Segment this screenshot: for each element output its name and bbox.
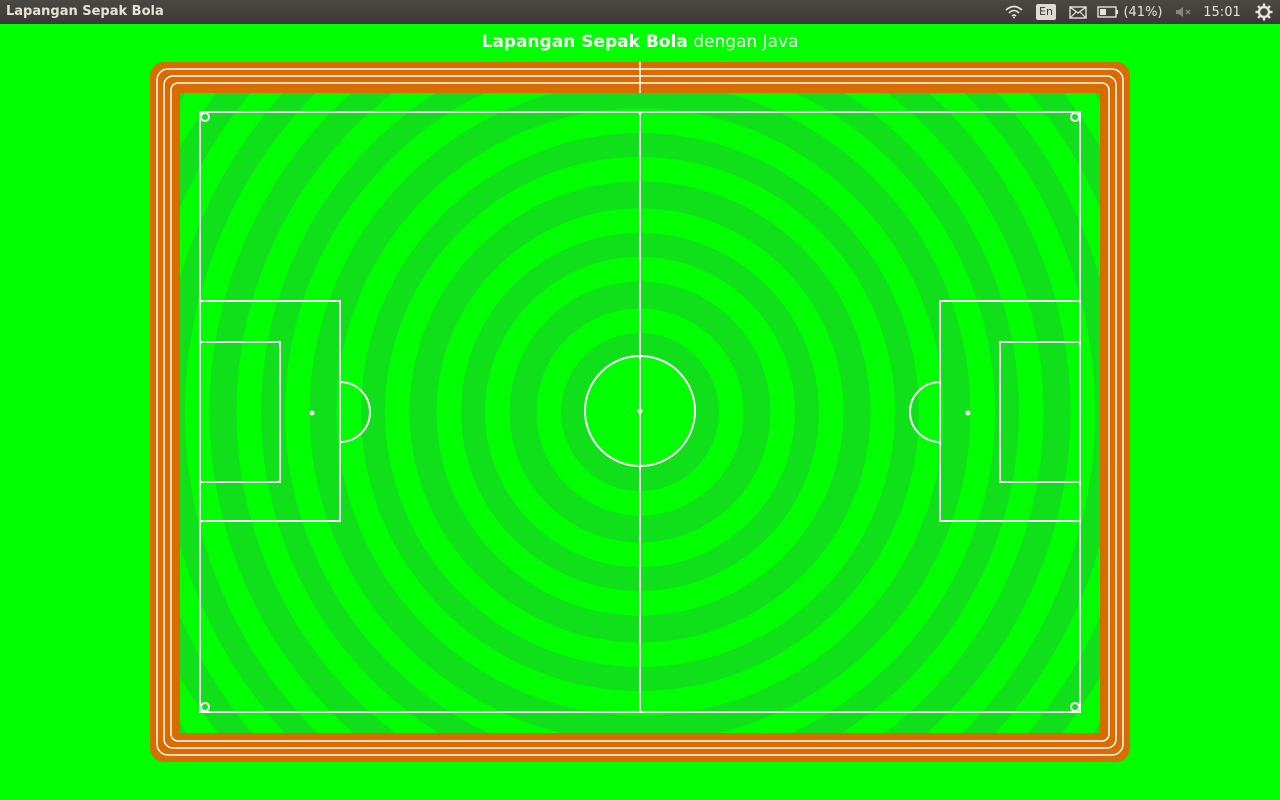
clock[interactable]: 15:01 bbox=[1201, 0, 1243, 24]
page-title: Lapangan Sepak Bola dengan Java bbox=[0, 32, 1280, 52]
corner-arc bbox=[200, 702, 210, 712]
left-goal-area bbox=[199, 341, 281, 483]
grass-ring bbox=[209, 93, 1071, 733]
left-penalty-spot bbox=[309, 410, 315, 416]
center-spot bbox=[637, 408, 643, 414]
battery-percent-label: (41%) bbox=[1123, 4, 1163, 20]
left-penalty-arc bbox=[339, 381, 371, 443]
corner-arc bbox=[1070, 112, 1080, 122]
page-title-bold: Lapangan Sepak Bola bbox=[481, 32, 688, 52]
page-title-normal: dengan Java bbox=[693, 32, 799, 52]
wifi-icon[interactable] bbox=[1003, 0, 1025, 24]
right-penalty-spot bbox=[965, 410, 971, 416]
corner-arc bbox=[1070, 702, 1080, 712]
app-canvas: Lapangan Sepak Bola dengan Java bbox=[0, 24, 1280, 800]
language-label: En bbox=[1036, 4, 1056, 20]
battery-percent: (41%) bbox=[1123, 0, 1163, 24]
window-title: Lapangan Sepak Bola bbox=[6, 4, 164, 19]
battery-icon[interactable] bbox=[1097, 0, 1119, 24]
mail-icon[interactable] bbox=[1067, 0, 1089, 24]
clock-label: 15:01 bbox=[1203, 4, 1241, 20]
center-circle bbox=[584, 355, 696, 467]
grass-ring bbox=[309, 93, 971, 733]
top-panel: Lapangan Sepak Bola En (41%) bbox=[0, 0, 1280, 24]
right-goal-area bbox=[999, 341, 1081, 483]
volume-muted-icon[interactable] bbox=[1172, 0, 1194, 24]
right-penalty-arc bbox=[909, 381, 941, 443]
corner-arc bbox=[200, 112, 210, 122]
language-indicator[interactable]: En bbox=[1035, 0, 1057, 24]
gear-icon[interactable] bbox=[1253, 0, 1275, 24]
football-pitch bbox=[150, 62, 1130, 762]
